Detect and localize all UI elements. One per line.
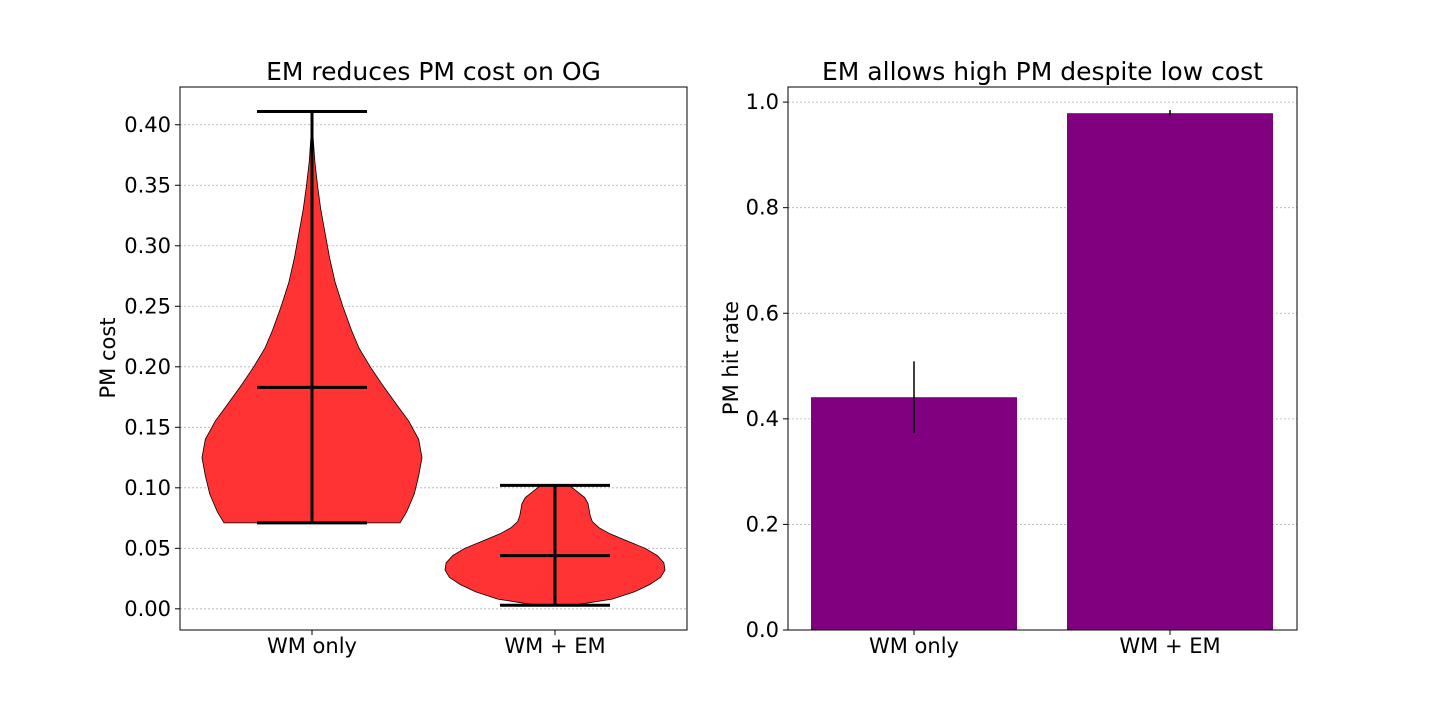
x-axis-ticks: WM only WM + EM — [869, 630, 1221, 658]
y-axis-label: PM cost — [96, 317, 120, 398]
plot-frame — [787, 86, 1298, 631]
bar-chart-panel: EM allows high PM despite low cost PM hi… — [719, 57, 1298, 658]
y-axis-label: PM hit rate — [719, 301, 743, 415]
chart-title: EM reduces PM cost on OG — [266, 57, 601, 86]
y-tick-label: 0.15 — [124, 415, 171, 439]
bar — [1067, 113, 1273, 630]
y-tick-label: 0.8 — [746, 196, 779, 220]
y-axis-ticks: 0.0 0.2 0.4 0.6 0.8 1.0 — [746, 90, 788, 642]
x-tick-label: WM only — [869, 634, 959, 658]
y-tick-label: 0.25 — [124, 294, 171, 318]
y-axis-ticks: 0.00 0.05 0.10 0.15 0.20 0.25 0.30 0.35 0.40 — [124, 113, 180, 621]
x-axis-ticks: WM only WM + EM — [267, 630, 606, 658]
y-tick-label: 0.6 — [746, 301, 779, 325]
violin-marks — [201, 109, 666, 607]
y-tick-label: 0.30 — [124, 234, 171, 258]
y-tick-label: 1.0 — [746, 90, 779, 114]
y-tick-label: 0.10 — [124, 476, 171, 500]
y-tick-label: 0.2 — [746, 512, 779, 536]
x-tick-label: WM only — [267, 634, 357, 658]
y-tick-label: 0.35 — [124, 173, 171, 197]
y-tick-label: 0.00 — [124, 597, 171, 621]
bar-marks — [811, 110, 1273, 630]
y-tick-label: 0.0 — [746, 618, 779, 642]
y-tick-label: 0.40 — [124, 113, 171, 137]
y-tick-label: 0.05 — [124, 536, 171, 560]
y-tick-label: 0.4 — [746, 407, 779, 431]
x-tick-label: WM + EM — [504, 634, 605, 658]
x-tick-label: WM + EM — [1119, 634, 1220, 658]
violin-chart-panel: EM reduces PM cost on OG PM cost 0.000.0… — [96, 57, 688, 658]
y-tick-label: 0.20 — [124, 355, 171, 379]
bar — [811, 397, 1017, 630]
chart-title: EM allows high PM despite low cost — [822, 57, 1263, 86]
plot-frame — [179, 86, 688, 631]
